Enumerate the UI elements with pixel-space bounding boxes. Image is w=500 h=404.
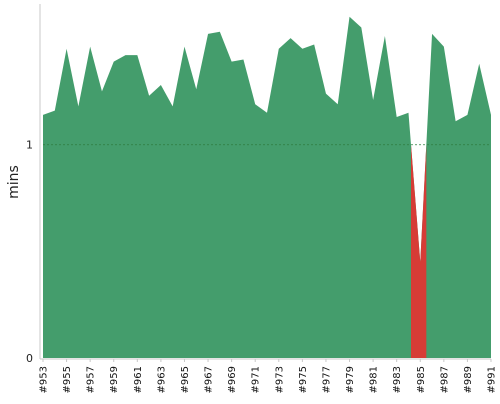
x-tick-label: #967: [204, 366, 215, 393]
x-tick-label: #991: [487, 366, 498, 393]
x-tick-label: #969: [227, 366, 238, 393]
area-fill: [43, 16, 491, 359]
x-tick-label: #985: [416, 366, 427, 393]
x-tick-label: #979: [345, 366, 356, 393]
y-tick-label: 0: [26, 352, 33, 365]
x-tick-label: #989: [463, 366, 474, 393]
x-tick-label: #973: [274, 366, 285, 393]
x-tick-label: #961: [133, 366, 144, 393]
x-tick-label: #965: [180, 366, 191, 393]
y-tick-labels: 01: [26, 139, 33, 365]
below-threshold-area: [411, 144, 427, 358]
x-tick-label: #957: [86, 366, 97, 393]
x-tick-label: #959: [109, 366, 120, 393]
x-tick-label: #987: [439, 366, 450, 393]
area-layer: [43, 16, 491, 359]
x-tick-label: #977: [321, 366, 332, 393]
x-tick-label: #953: [39, 366, 50, 393]
x-tick-label: #971: [251, 366, 262, 393]
x-tick-label: #975: [298, 366, 309, 393]
x-tick-label: #963: [156, 366, 167, 393]
x-tick-label: #955: [62, 366, 73, 393]
x-tick-label: #981: [369, 366, 380, 393]
x-tick-label: #983: [392, 366, 403, 393]
y-axis-label: mins: [6, 165, 22, 199]
axis-layer: [39, 4, 491, 360]
y-tick-label: 1: [26, 139, 33, 152]
x-tick-labels: #953 #955 #957 #959 #961 #963 #965 #967 #969 #971…: [39, 359, 498, 393]
